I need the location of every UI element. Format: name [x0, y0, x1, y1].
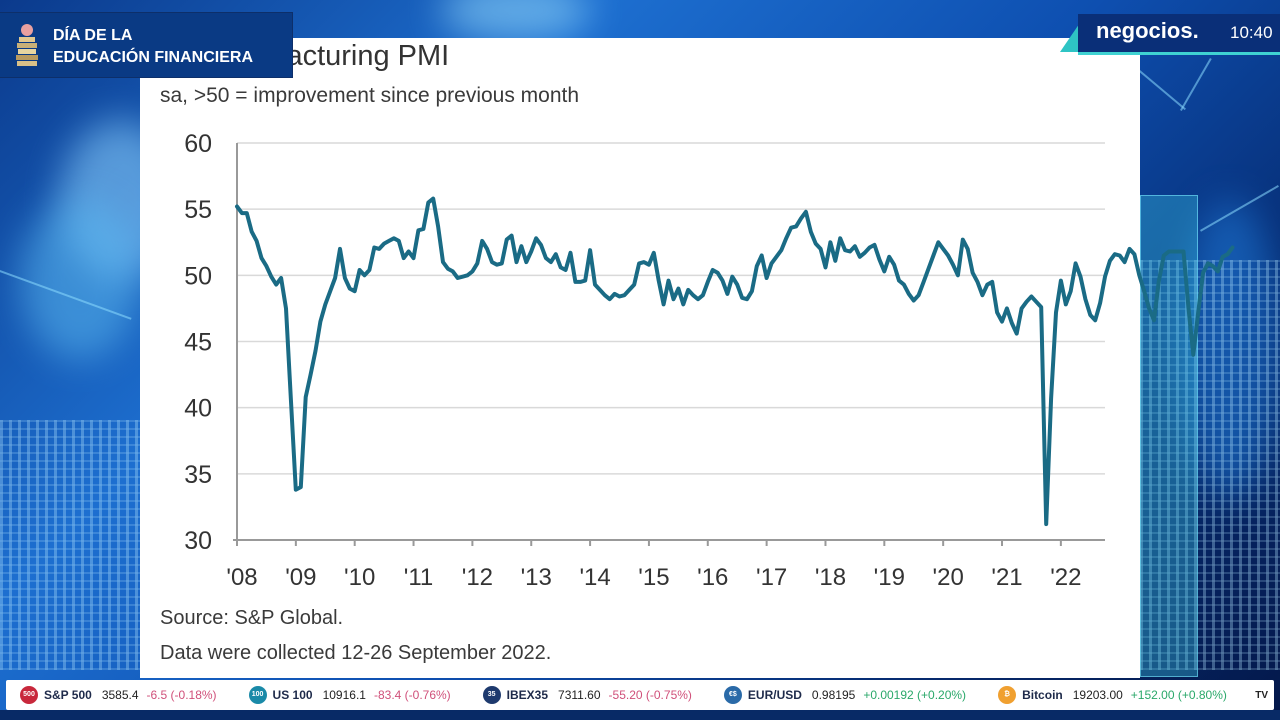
bg-glow [20, 200, 140, 360]
x-tick-label: '16 [697, 564, 728, 591]
x-tick-label: '15 [638, 564, 669, 591]
ticker-name: S&P 500 [44, 688, 92, 702]
ticker-name: US 100 [272, 688, 313, 702]
chart-note: Data were collected 12-26 September 2022… [160, 642, 552, 664]
ticker-value: 7311.60 [558, 688, 601, 702]
ticker-value: 10916.1 [322, 688, 366, 702]
eurusd-badge-icon: €$ [723, 686, 742, 704]
sp500-badge-icon: 500 [20, 686, 38, 704]
y-tick-label: 40 [184, 395, 212, 423]
y-tick-label: 45 [184, 329, 212, 357]
brand-bar: negocios. 10:40 [1078, 14, 1280, 55]
x-tick-label: '10 [344, 564, 375, 591]
x-tick-label: '13 [521, 564, 552, 591]
y-tick-label: 35 [184, 461, 212, 489]
us100-badge-icon: 100 [248, 686, 267, 704]
channel-brand: negocios. 10:40 [1060, 14, 1280, 55]
x-tick-label: '17 [756, 564, 787, 591]
ticker-item[interactable]: 500 S&P 500 3585.4 -6.5 (-0.18%) [20, 686, 221, 704]
ibex35-badge-icon: 35 [482, 686, 501, 704]
bg-city [0, 420, 140, 670]
ticker-change: -55.20 (-0.75%) [608, 688, 692, 702]
market-ticker: 500 S&P 500 3585.4 -6.5 (-0.18%) 100 US 100 10… [6, 680, 1274, 710]
ticker-change: +0.00192 (+0.20%) [863, 688, 967, 702]
ticker-item[interactable]: 100 US 100 10916.1 -83.4 (-0.76%) [248, 686, 455, 704]
tag-line-2: EDUCACIÓN FINANCIERA [53, 49, 253, 66]
bg-panel [1140, 195, 1198, 677]
ticker-change: +152.00 (+0.80%) [1130, 688, 1227, 702]
ticker-item[interactable]: 35 IBEX35 7311.60 -55.20 (-0.75%) [482, 686, 696, 704]
ticker-item[interactable]: ₿ Bitcoin 19203.00 +152.00 (+0.80%) [998, 686, 1231, 704]
chart-card [140, 38, 1140, 678]
ticker-item[interactable]: €$ EUR/USD 0.98195 +0.00192 (+0.20%) [723, 686, 970, 704]
x-tick-label: '09 [285, 564, 316, 591]
x-tick-label: '12 [462, 564, 493, 591]
x-tick-label: '21 [991, 564, 1022, 591]
ticker-name: EUR/USD [747, 688, 802, 702]
y-tick-label: 60 [184, 130, 212, 158]
x-tick-label: '19 [874, 564, 905, 591]
x-tick-label: '22 [1050, 564, 1081, 591]
x-tick-label: '14 [579, 564, 610, 591]
x-tick-label: '08 [226, 564, 257, 591]
tag-line-1: DÍA DE LA [53, 27, 133, 44]
education-day-tag: DÍA DE LA EDUCACIÓN FINANCIERA [0, 13, 292, 77]
ticker-name: IBEX35 [506, 688, 549, 702]
x-tick-label: '11 [404, 564, 434, 591]
bitcoin-badge-icon: ₿ [998, 686, 1017, 704]
x-tick-label: '20 [933, 564, 964, 591]
y-tick-label: 30 [184, 527, 212, 555]
ticker-name: Bitcoin [1022, 688, 1063, 702]
chart-subtitle: sa, >50 = improvement since previous mon… [160, 84, 580, 107]
ticker-change: -83.4 (-0.76%) [373, 688, 451, 702]
y-tick-label: 50 [184, 262, 212, 290]
ticker-value: 19203.00 [1072, 688, 1123, 702]
ticker-value: 3585.4 [101, 688, 139, 702]
channel-name: negocios. [1096, 18, 1199, 43]
books-stack-icon [16, 24, 38, 66]
ticker-base [0, 710, 1280, 720]
pmi-series-line [235, 196, 1235, 527]
ticker-change: -6.5 (-0.18%) [146, 688, 217, 702]
y-tick-label: 55 [184, 196, 212, 224]
x-tick-label: '18 [815, 564, 846, 591]
tradingview-logo: TV [1255, 689, 1268, 701]
bg-city [1140, 260, 1280, 670]
chart-source: Source: S&P Global. [160, 607, 344, 629]
ticker-value: 0.98195 [811, 688, 856, 702]
clock-time: 10:40 [1230, 23, 1273, 42]
